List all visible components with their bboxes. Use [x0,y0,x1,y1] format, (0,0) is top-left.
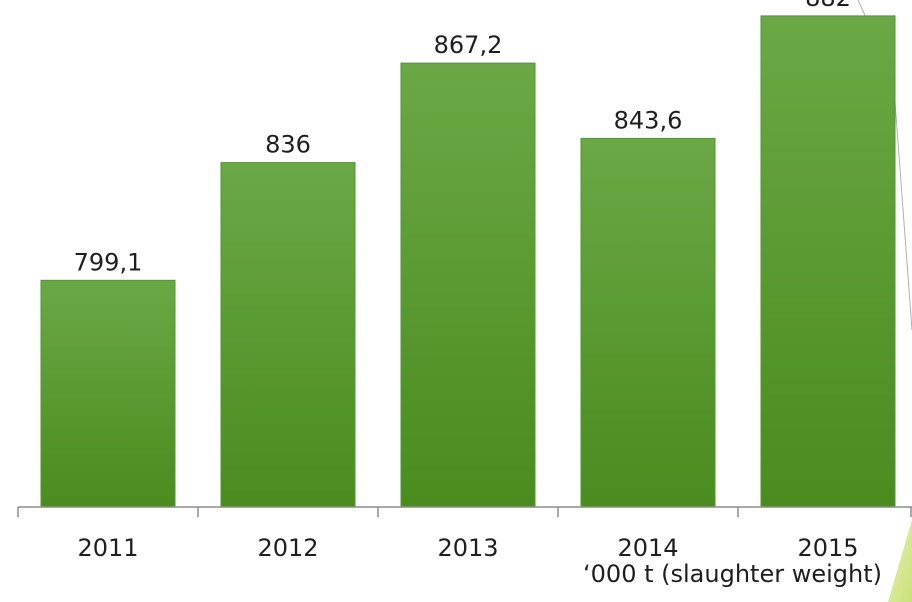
bars [40,15,896,508]
data-label-2013: 867,2 [434,31,503,59]
decorative-accent-shape [888,520,912,602]
data-label-2012: 836 [265,131,311,159]
bar-2012 [220,162,356,508]
bar-2013 [400,62,536,508]
data-label-2011: 799,1 [74,248,143,276]
decorative-line [892,74,912,331]
x-tick-label-2013: 2013 [437,534,498,562]
bar-2011 [40,279,176,508]
x-tick-label-2011: 2011 [77,534,138,562]
x-tick-label-2015: 2015 [797,534,858,562]
x-tick-label-2014: 2014 [617,534,678,562]
x-axis-tick-labels: 2011 2012 2013 2014 2015 [77,534,858,562]
data-label-2015: 882 [805,0,851,12]
x-tick-label-2012: 2012 [257,534,318,562]
bar-2015 [760,15,896,508]
data-label-2014: 843,6 [614,106,683,134]
bar-2014 [580,137,716,508]
x-axis-ticks [17,507,912,517]
unit-label: ‘000 t (slaughter weight) [583,560,882,588]
data-labels: 799,1 836 867,2 843,6 882 [74,0,851,276]
